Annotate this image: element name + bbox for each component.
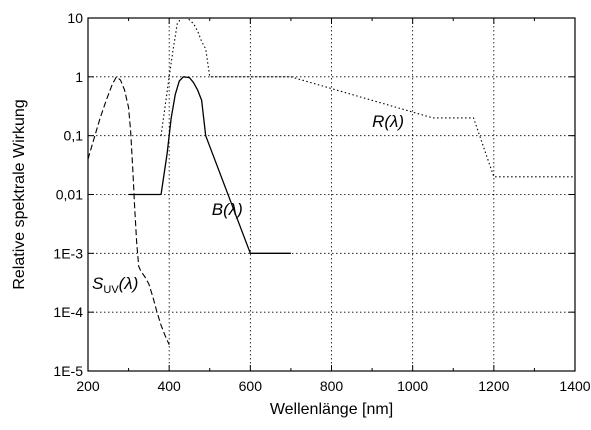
x-tick-label: 600 (239, 378, 263, 394)
tick-labels: 200 400 600 800 1000 1200 1400 1E-5 1E-4 1E-3 0,01… (53, 10, 590, 394)
x-axis-title: Wellenlänge [nm] (270, 401, 393, 418)
y-tick-label: 1E-4 (53, 304, 83, 320)
series-label-suv-main: S (92, 274, 104, 293)
y-tick-label: 1 (75, 69, 83, 85)
x-tick-label: 1400 (559, 378, 590, 394)
x-tick-label: 1200 (478, 378, 509, 394)
y-tick-label: 10 (67, 10, 83, 26)
y-tick-label: 1E-3 (53, 245, 83, 261)
series-label-r-tail: (λ) (384, 112, 404, 131)
x-tick-label: 200 (76, 378, 100, 394)
series-label-b: B(λ) (212, 200, 243, 219)
series-label-suv: SUV(λ) (92, 274, 138, 296)
x-tick-label: 1000 (397, 378, 428, 394)
series-label-r: R(λ) (372, 112, 404, 131)
series-label-suv-sub: UV (103, 284, 119, 296)
ticks (87, 17, 576, 372)
y-tick-label: 1E-5 (53, 363, 83, 379)
series-line-1 (128, 76, 291, 254)
x-tick-label: 800 (320, 378, 344, 394)
series-label-suv-tail: (λ) (119, 274, 139, 293)
series-line-0 (87, 76, 170, 345)
series-layer (87, 17, 575, 345)
series-label-b-main: B (212, 200, 223, 219)
series-line-2 (160, 17, 575, 178)
y-tick-label: 0,1 (64, 128, 84, 144)
x-tick-label: 400 (157, 378, 181, 394)
series-label-r-main: R (372, 112, 384, 131)
y-tick-label: 0,01 (56, 187, 83, 203)
y-axis-title: Relative spektrale Wirkung (11, 99, 28, 289)
series-label-b-tail: (λ) (223, 200, 243, 219)
